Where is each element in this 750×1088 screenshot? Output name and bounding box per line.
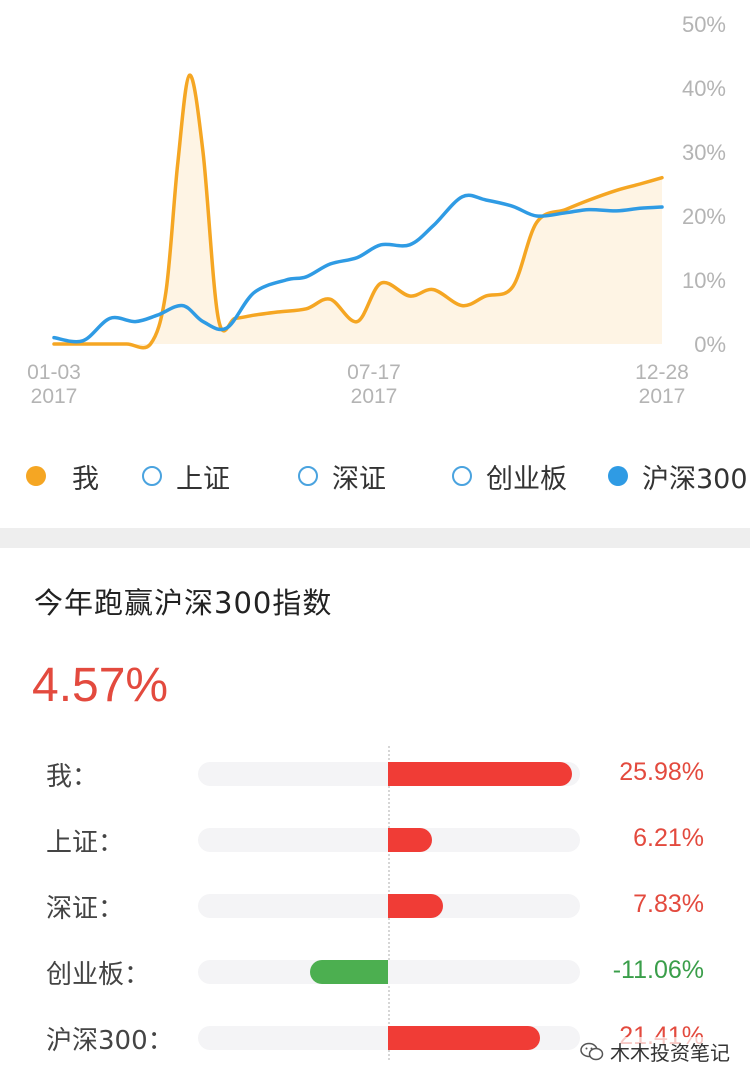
summary-title: 今年跑赢沪深300指数 bbox=[34, 586, 333, 620]
bar-row: 深证： 7.83% bbox=[0, 884, 750, 928]
legend-marker-icon bbox=[26, 466, 46, 486]
bar-row: 我： 25.98% bbox=[0, 752, 750, 796]
bar-label: 上证： bbox=[46, 828, 125, 858]
section-divider bbox=[0, 528, 750, 548]
legend-marker-icon bbox=[142, 466, 162, 486]
bar-row: 上证： 6.21% bbox=[0, 818, 750, 862]
legend-item-0[interactable]: 我 bbox=[26, 448, 99, 504]
legend-item-4[interactable]: 沪深300 bbox=[608, 448, 748, 504]
watermark-text: 木木投资笔记 bbox=[610, 1041, 730, 1065]
y-tick-label: 10% bbox=[682, 268, 726, 293]
bar-label: 深证： bbox=[46, 894, 125, 924]
legend-item-2[interactable]: 深证 bbox=[298, 448, 386, 504]
bar-fill bbox=[309, 960, 388, 984]
svg-text:2017: 2017 bbox=[31, 385, 78, 408]
bar-fill bbox=[388, 828, 432, 852]
bar-value: 25.98% bbox=[619, 758, 704, 786]
y-tick-label: 0% bbox=[694, 332, 726, 357]
legend-label: 深证 bbox=[332, 463, 386, 495]
bar-row: 沪深300： 21.41% bbox=[0, 1016, 750, 1060]
watermark: 木木投资笔记 bbox=[580, 1037, 730, 1066]
bar-label: 我： bbox=[46, 762, 99, 792]
y-tick-label: 50% bbox=[682, 12, 726, 37]
legend-marker-icon bbox=[298, 466, 318, 486]
bar-value: 6.21% bbox=[633, 824, 704, 852]
legend-label: 沪深300 bbox=[642, 463, 748, 495]
legend-item-1[interactable]: 上证 bbox=[142, 448, 230, 504]
bar-fill bbox=[388, 762, 572, 786]
svg-text:2017: 2017 bbox=[351, 385, 398, 408]
y-tick-label: 20% bbox=[682, 204, 726, 229]
legend-marker-icon bbox=[608, 466, 628, 486]
bar-value: -11.06% bbox=[612, 956, 704, 984]
bar-row: 创业板： -11.06% bbox=[0, 950, 750, 994]
legend-marker-icon bbox=[452, 466, 472, 486]
y-tick-label: 30% bbox=[682, 140, 726, 165]
outperformance-value: 4.57% bbox=[32, 659, 169, 712]
series-line-4 bbox=[52, 193, 664, 344]
chart-section: 0% 10% 20% 30% 40% 50% 01-03 2017 07-17 2017 12-28… bbox=[0, 0, 750, 528]
summary-section: 今年跑赢沪深300指数 4.57% 我： 25.98% 上证： 6.21% 深证： 7.8… bbox=[0, 548, 750, 1088]
y-tick-label: 40% bbox=[682, 76, 726, 101]
bar-track bbox=[198, 960, 580, 984]
bar-label: 创业板： bbox=[46, 960, 151, 990]
chart-legend: 我 上证 深证 创业板 沪深300 bbox=[0, 448, 750, 504]
legend-label: 创业板 bbox=[486, 463, 567, 495]
line-chart: 0%10%20%30%40%50%01-03201707-17201712-28… bbox=[27, 12, 726, 408]
legend-label: 上证 bbox=[176, 463, 230, 495]
wechat-icon bbox=[580, 1042, 604, 1060]
bar-fill bbox=[388, 894, 444, 918]
svg-text:12-28: 12-28 bbox=[635, 361, 689, 384]
legend-label: 我 bbox=[72, 463, 99, 495]
bar-fill bbox=[388, 1026, 540, 1050]
svg-text:01-03: 01-03 bbox=[27, 361, 81, 384]
bar-label: 沪深300： bbox=[46, 1026, 174, 1056]
legend-item-3[interactable]: 创业板 bbox=[452, 448, 567, 504]
series-area-0 bbox=[54, 75, 662, 348]
svg-text:2017: 2017 bbox=[639, 385, 686, 408]
svg-text:07-17: 07-17 bbox=[347, 361, 401, 384]
bar-value: 7.83% bbox=[633, 890, 704, 918]
